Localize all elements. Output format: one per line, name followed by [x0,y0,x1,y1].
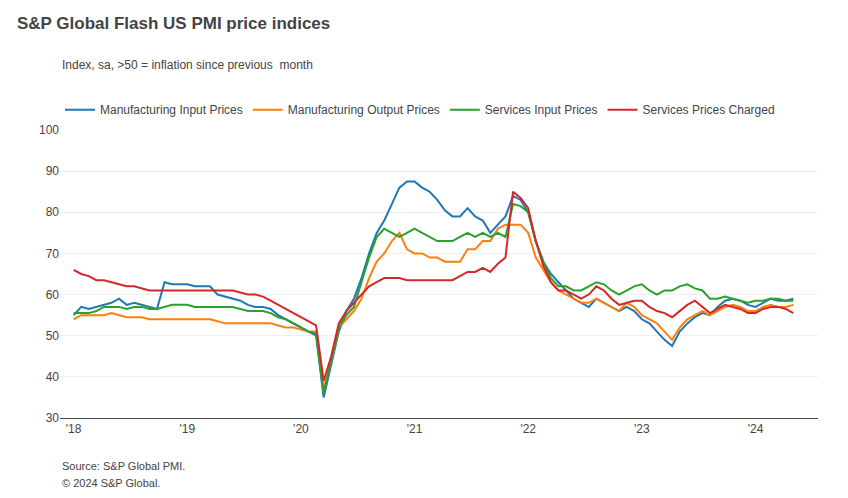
svg-text:Manufacturing Input Prices: Manufacturing Input Prices [100,103,243,117]
svg-text:'19: '19 [179,422,195,436]
svg-text:100: 100 [39,123,59,137]
svg-text:'22: '22 [520,422,536,436]
svg-text:'18: '18 [66,422,82,436]
svg-text:Services Input Prices: Services Input Prices [485,103,598,117]
svg-text:'21: '21 [407,422,423,436]
svg-text:Services Prices Charged: Services Prices Charged [643,103,775,117]
svg-text:Manufacturing Output Prices: Manufacturing Output Prices [288,103,440,117]
svg-text:© 2024 S&P Global.: © 2024 S&P Global. [62,477,160,489]
svg-text:Source: S&P Global PMI.: Source: S&P Global PMI. [62,460,185,472]
svg-text:Index, sa, >50 = inflation sin: Index, sa, >50 = inflation since previou… [62,58,313,72]
svg-text:50: 50 [46,329,60,343]
svg-text:'23: '23 [634,422,650,436]
svg-text:80: 80 [46,205,60,219]
svg-text:'24: '24 [748,422,764,436]
svg-text:S&P Global Flash US PMI price: S&P Global Flash US PMI price indices [17,14,330,33]
svg-text:'20: '20 [293,422,309,436]
svg-text:60: 60 [46,288,60,302]
svg-text:40: 40 [46,370,60,384]
svg-text:70: 70 [46,247,60,261]
svg-text:30: 30 [46,411,60,425]
svg-text:90: 90 [46,164,60,178]
